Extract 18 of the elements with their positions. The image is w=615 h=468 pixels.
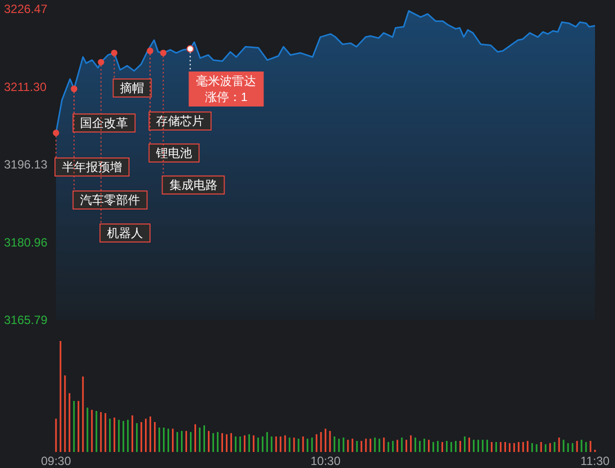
y-tick-label: 3165.79: [4, 313, 48, 327]
x-tick-label: 10:30: [310, 454, 341, 468]
annotation: 机器人: [107, 226, 144, 240]
x-tick-label: 11:30: [580, 454, 610, 468]
y-tick-label: 3226.47: [4, 2, 48, 16]
annotation: 汽车零部件: [80, 193, 140, 207]
y-tick-label: 3211.30: [4, 80, 47, 94]
x-tick-label: 09:30: [40, 454, 72, 468]
annotation: 存储芯片: [156, 114, 204, 128]
annotation: 集成电路: [169, 178, 218, 192]
annotation: 半年报预增: [62, 160, 122, 174]
annotation: 毫米波雷达: [196, 74, 256, 88]
y-tick-label: 3180.96: [4, 235, 48, 250]
annotation: 摘帽: [120, 81, 144, 95]
annotation: 涨停：1: [204, 90, 248, 104]
y-tick-label: 3196.13: [4, 158, 48, 172]
annotation: 国企改革: [80, 116, 128, 130]
annotation: 锂电池: [155, 146, 192, 160]
